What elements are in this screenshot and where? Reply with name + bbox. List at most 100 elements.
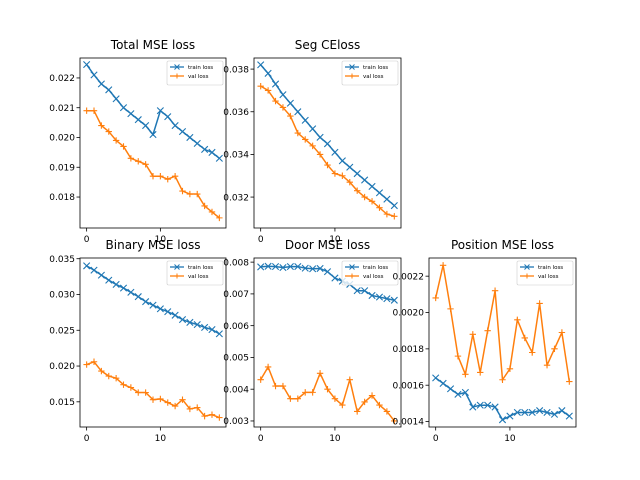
point-marker [279,104,287,111]
point-marker [215,330,223,338]
point-marker [316,151,324,158]
point-marker [309,142,316,150]
point-marker [432,294,439,302]
subplot: Seg CEloss 0 10 0.032 0.034 0.036 0.038 train l… [223,38,402,245]
point-marker [105,276,113,284]
point-marker [491,287,499,294]
legend-label: train loss [188,265,213,271]
point-marker [142,389,149,396]
plot-area [83,262,223,421]
x-tick-label: 10 [504,434,516,444]
point-marker [375,293,384,301]
point-marker [447,305,454,313]
point-marker [353,187,361,194]
point-marker [543,362,551,369]
point-marker [119,104,128,112]
point-marker [353,287,361,295]
legend-label: val loss [538,274,559,280]
point-marker [97,80,105,88]
point-marker [287,395,294,402]
point-marker [149,172,157,180]
point-marker [271,80,280,88]
y-tick-label: 0.007 [223,290,249,300]
point-marker [83,60,91,69]
point-marker [201,323,209,331]
y-tick-label: 0.015 [49,398,75,408]
point-marker [142,161,149,168]
point-marker [476,401,484,409]
point-marker [331,148,339,156]
point-marker [279,91,287,99]
y-tick-label: 0.034 [223,151,249,161]
point-marker [105,86,113,94]
point-marker [215,154,223,162]
point-marker [279,382,287,390]
point-marker [461,388,469,397]
point-marker [112,375,120,382]
y-tick-label: 0.030 [49,291,75,301]
legend-label: train loss [363,65,388,71]
point-marker [98,367,105,375]
subplot: Binary MSE loss 0 10 0.015 0.020 0.025 0.030 0.… [49,238,227,444]
y-tick-label: 0.0016 [393,381,425,391]
point-marker [316,133,324,141]
y-tick-label: 0.004 [223,385,249,395]
subplot: Position MSE loss 0 10 0.0014 0.0016 0.0018 0.… [393,238,577,444]
point-marker [528,408,536,417]
plot-area [257,61,398,220]
point-marker [368,182,376,190]
point-marker [157,395,164,403]
point-marker [301,264,309,272]
y-tick-label: 0.035 [49,255,75,265]
point-marker [156,107,164,115]
series-line [260,365,395,422]
point-marker [521,334,528,342]
legend-label: train loss [538,265,563,271]
legend-marker [174,264,180,270]
legend-marker [524,264,530,270]
legend-label: val loss [188,274,209,280]
point-marker [90,358,98,365]
plot-area [432,262,573,424]
point-marker [361,193,368,201]
point-marker [446,385,455,393]
x-tick-label: 10 [155,434,167,444]
legend-label: train loss [188,65,213,71]
point-marker [309,389,316,396]
series-line [435,377,570,421]
subplot: Total MSE loss 0 10 0.018 0.019 0.020 0.021 0.0… [49,38,227,245]
x-tick-label: 0 [258,434,264,444]
point-marker [142,298,150,306]
axes-frame [79,257,227,428]
point-marker [164,113,172,121]
point-marker [264,87,272,94]
point-marker [331,395,339,402]
point-marker [208,411,216,418]
legend-marker [349,64,355,70]
point-marker [301,116,309,124]
plot-area [257,262,398,425]
point-marker [171,402,179,410]
series-line [260,85,395,217]
series-line [86,360,220,419]
point-marker [499,376,506,383]
y-tick-label: 0.022 [49,74,75,84]
legend-marker [174,73,180,79]
x-tick-label: 0 [84,235,90,245]
point-marker [469,403,477,411]
plot-area [83,60,223,222]
point-marker [208,325,216,334]
x-tick-label: 10 [329,434,341,444]
point-marker [346,163,354,171]
point-marker [149,130,157,139]
point-marker [346,178,353,186]
legend-label: val loss [363,274,384,280]
legend: train loss val loss [166,60,224,86]
point-marker [454,352,462,360]
x-tick-label: 0 [84,434,90,444]
point-marker [97,271,105,279]
point-marker [105,372,112,380]
point-marker [294,395,302,402]
point-marker [331,274,339,282]
